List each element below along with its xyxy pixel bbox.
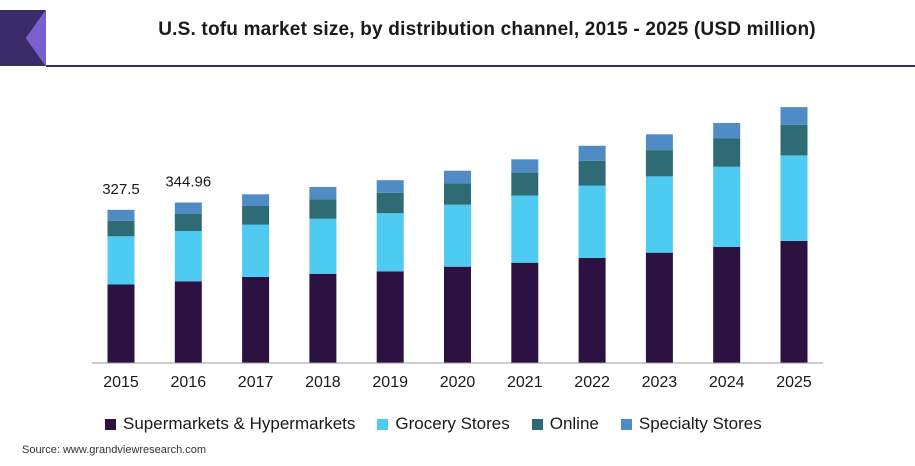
legend-item-online: Online	[531, 414, 599, 434]
bar-online-2020	[444, 183, 471, 205]
legend-label-supermarkets: Supermarkets & Hypermarkets	[123, 414, 356, 433]
x-tick-label-2020: 2020	[440, 374, 476, 391]
bar-grocery-2023	[645, 176, 673, 253]
bar-grocery-2019	[376, 213, 404, 272]
bar-grocery-2022	[578, 185, 606, 258]
bar-supermarkets-2019	[376, 271, 404, 363]
bar-specialty-2016	[174, 202, 202, 214]
bar-online-2018	[309, 199, 337, 219]
data-label-2016: 344.96	[165, 173, 211, 190]
bar-supermarkets-2016	[174, 281, 202, 363]
bar-supermarkets-2025	[780, 240, 808, 363]
x-tick-label-2023: 2023	[642, 374, 678, 391]
bar-grocery-2018	[309, 218, 337, 274]
bar-specialty-2017	[242, 194, 270, 206]
bar-grocery-2017	[242, 224, 270, 277]
bar-online-2025	[780, 124, 808, 156]
x-tick-label-2017: 2017	[238, 374, 274, 391]
bar-supermarkets-2017	[242, 276, 270, 363]
x-tick-labels: 2015 2016 2017 2018 2019 2020 2021 2022 2023 2024…	[103, 374, 812, 391]
bar-online-2021	[511, 172, 539, 196]
x-tick-label-2018: 2018	[305, 374, 341, 391]
legend-swatch-online	[531, 418, 543, 430]
chart-title: U.S. tofu market size, by distribution c…	[158, 19, 816, 40]
bar-online-2023	[645, 150, 673, 177]
legend: Supermarkets & Hypermarkets Grocery Stor…	[105, 413, 784, 435]
bar-grocery-2024	[713, 166, 741, 247]
header-divider	[46, 65, 915, 67]
bar-specialty-2020	[444, 170, 471, 184]
chart-header: U.S. tofu market size, by distribution c…	[0, 0, 915, 70]
legend-label-grocery: Grocery Stores	[395, 414, 510, 433]
x-tick-label-2021: 2021	[507, 374, 543, 391]
bar-online-2015	[107, 220, 135, 237]
x-tick-label-2016: 2016	[171, 374, 207, 391]
bar-supermarkets-2020	[444, 266, 471, 363]
bar-grocery-2021	[511, 195, 539, 263]
bar-supermarkets-2023	[645, 252, 673, 363]
x-tick-label-2015: 2015	[103, 374, 139, 391]
bar-online-2016	[174, 213, 202, 232]
bar-group	[107, 107, 808, 363]
bar-supermarkets-2022	[578, 257, 606, 363]
x-tick-label-2022: 2022	[574, 374, 610, 391]
legend-swatch-grocery	[377, 418, 389, 430]
source-note: Source: www.grandviewresearch.com	[22, 444, 207, 456]
data-label-2015: 327.5	[102, 181, 140, 198]
bar-specialty-2019	[376, 180, 404, 193]
bar-online-2017	[242, 205, 270, 225]
bar-specialty-2021	[511, 159, 539, 173]
bar-specialty-2025	[780, 107, 808, 125]
legend-item-grocery: Grocery Stores	[377, 414, 510, 434]
x-tick-label-2025: 2025	[776, 374, 812, 391]
bar-supermarkets-2015	[107, 284, 135, 363]
legend-label-specialty: Specialty Stores	[638, 414, 762, 433]
legend-swatch-specialty	[620, 418, 632, 430]
bar-online-2019	[376, 192, 404, 214]
data-labels: 327.5 344.96	[102, 173, 211, 197]
x-tick-label-2024: 2024	[709, 374, 745, 391]
legend-label-online: Online	[549, 414, 599, 433]
bar-specialty-2023	[645, 134, 673, 151]
bar-supermarkets-2021	[511, 262, 539, 363]
bar-grocery-2020	[444, 204, 471, 267]
legend-item-specialty: Specialty Stores	[620, 414, 762, 434]
bar-specialty-2018	[309, 186, 337, 200]
bar-supermarkets-2024	[713, 246, 741, 363]
bar-grocery-2025	[780, 155, 808, 241]
bar-online-2022	[578, 160, 606, 186]
bar-grocery-2016	[174, 231, 202, 282]
bar-specialty-2015	[107, 209, 135, 221]
bar-specialty-2022	[578, 145, 606, 161]
x-tick-label-2019: 2019	[372, 374, 408, 391]
bar-supermarkets-2018	[309, 273, 337, 363]
legend-item-supermarkets: Supermarkets & Hypermarkets	[105, 414, 355, 434]
bar-online-2024	[713, 138, 741, 167]
bar-specialty-2024	[713, 123, 741, 139]
brand-logo-icon	[0, 10, 46, 66]
legend-swatch-supermarkets	[105, 418, 116, 430]
bar-grocery-2015	[107, 236, 135, 285]
